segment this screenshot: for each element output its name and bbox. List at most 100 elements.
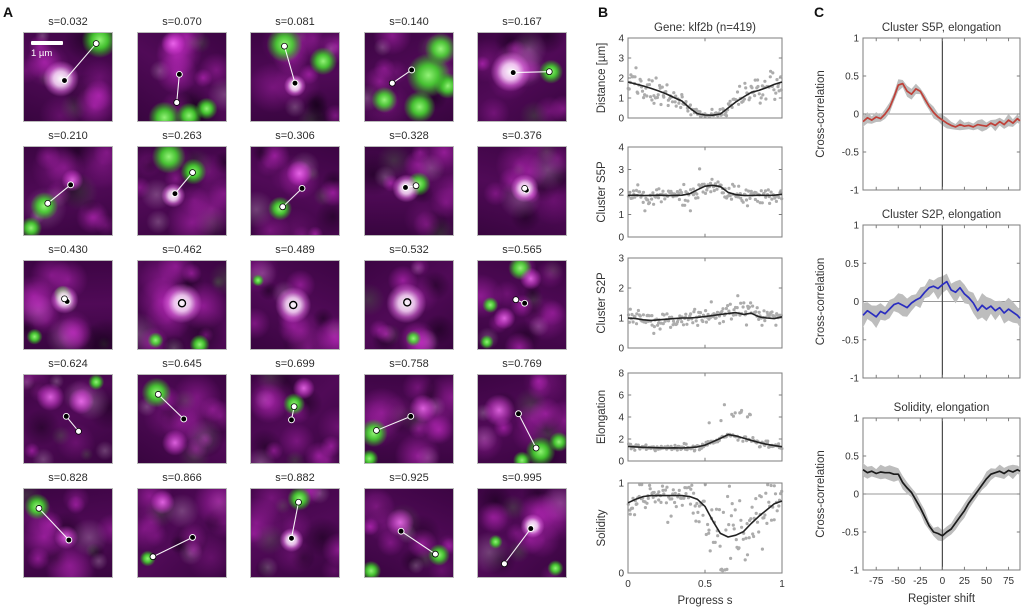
tile-label: s=0.699 [275,358,315,370]
y-axis-label: Distance [µm] [596,43,608,114]
y-tick-label: 3 [618,54,624,65]
micrograph-tile [364,146,454,236]
scatter-points [626,167,784,213]
chart-title: Gene: klf2b (n=419) [654,22,756,34]
y-tick-label: 0 [618,114,624,125]
y-tick-label: 4 [618,34,624,45]
micrograph-tile [364,488,454,578]
cluster-marker-dot [61,295,68,303]
micrograph-tile [23,260,113,350]
b-subplot-solidity: 0 1 Solidity 0 0.5 1 Progress s [596,479,785,608]
chart-title: Cluster S5P, elongation [882,22,1001,34]
tile-label: s=0.565 [502,244,542,256]
micrograph-tile [137,488,227,578]
cluster-marker-dot [545,68,553,76]
tile-annotation [279,184,306,211]
panel-b-charts: 0 1 2 3 4 Distance [µm] Gene: klf2b (n=419) 0 1 2… [596,22,785,608]
cluster-marker-dot [35,505,43,512]
y-tick-label: -1 [850,186,859,197]
tile-annotation [512,296,529,307]
scale-bar-label: 1 µm [31,48,53,59]
y-tick-label: 6 [618,391,624,402]
y-tick-label: -0.5 [842,528,860,539]
cluster-marker-dot [290,403,298,411]
tile-label: s=0.925 [389,472,429,484]
gene-marker-dot [62,412,70,420]
confidence-band [863,273,1020,328]
tile-annotation [501,525,535,568]
distance-line [503,528,532,565]
distance-line [376,415,411,431]
gene-marker-dot [288,416,295,424]
tile-label: s=0.828 [48,472,88,484]
gene-marker-dot [407,412,415,420]
tile-annotation [397,527,439,558]
y-tick-label: 1 [618,314,624,325]
y-tick-label: 0 [618,233,624,244]
y-tick-label: -1 [850,566,859,577]
y-tick-label: -1 [850,374,859,385]
gene-marker-dot [61,77,68,84]
cluster-marker-dot [92,40,100,47]
cluster-marker-dot [279,203,287,211]
x-tick-label: 0.5 [698,579,712,590]
tile-label: s=0.032 [48,16,88,28]
tile-annotation [289,300,298,310]
tile-label: s=0.758 [389,358,429,370]
panel-a-label: A [3,4,14,20]
tile-annotation [35,505,73,544]
trend-line [627,433,783,449]
y-axis-label: Cluster S5P [596,161,608,223]
y-axis-label: Cross-correlation [815,450,827,538]
cluster-marker-dot [412,182,420,190]
tile-label: s=0.532 [389,244,429,256]
micrograph-tile [477,32,567,122]
cluster-marker-dot [189,169,196,176]
y-tick-label: 0.5 [845,72,859,83]
correlation-curve [862,82,1021,128]
y-tick-label: 1 [853,34,859,45]
y-tick-label: 0 [618,457,624,468]
chart-title: Cluster S2P, elongation [882,209,1001,221]
distance-line [282,187,303,208]
tile-annotation [149,533,196,561]
x-tick-label: 25 [959,576,971,587]
micrograph-tile [250,260,340,350]
micrograph-tile [137,32,227,122]
x-axis-label: Progress s [678,595,733,607]
gene-locus-marker [289,300,298,310]
y-tick-label: 2 [618,74,624,85]
x-tick-label: -75 [869,576,884,587]
confidence-band [863,79,1020,132]
x-tick-label: -25 [913,576,928,587]
micrograph-tile [250,488,340,578]
x-tick-label: 0 [940,576,946,587]
micrograph-tile [477,146,567,236]
gene-locus-marker [403,298,412,307]
tile-label: s=0.328 [389,130,429,142]
gene-marker-dot [288,534,295,542]
panel-c-label: C [814,4,825,20]
micrograph-tile [137,260,227,350]
x-tick-label: 50 [981,576,993,587]
y-axis-label: Cluster S2P [596,272,608,334]
trend-line [627,81,783,116]
tile-annotation [403,298,412,307]
gene-marker-dot [527,525,535,533]
cluster-marker-dot [44,199,52,207]
distance-line [174,172,193,194]
micrograph-tile [23,374,113,464]
tile-label: s=0.070 [162,16,202,28]
tile-label: s=0.489 [275,244,315,256]
tile-label: s=0.306 [275,130,315,142]
y-axis-label: Cross-correlation [815,258,827,346]
tile-annotation [521,185,530,194]
y-tick-label: 8 [618,369,624,380]
panel-c-charts: -1 -0.5 0 0.5 1 Cluster S5P, elongation Cross-… [815,22,1021,605]
y-tick-label: 1 [618,210,624,221]
tile-label: s=0.081 [275,16,315,28]
distance-line [47,184,71,204]
x-axis-label: Register shift [908,593,976,605]
micrograph-tile [477,260,567,350]
correlation-curve [862,280,1021,319]
